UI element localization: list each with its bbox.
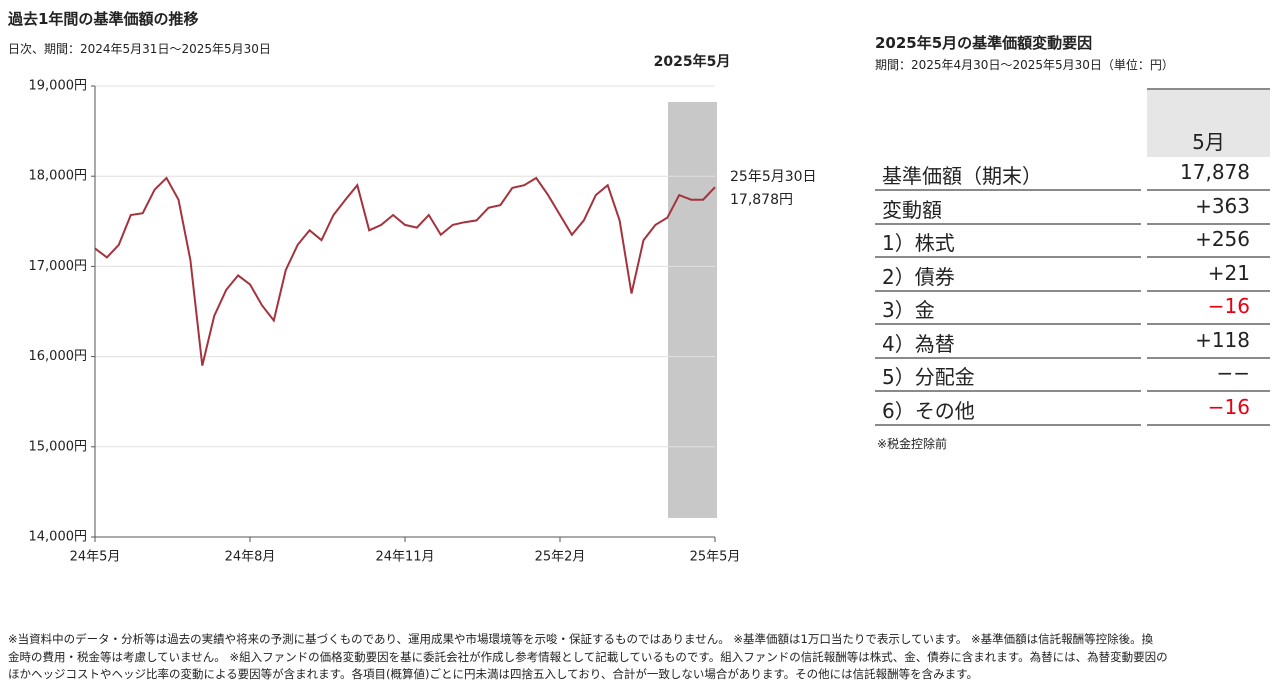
chart: 2025年5月 25年5月30日 17,878円 14,000円 15,000円 1… xyxy=(29,53,817,565)
row-rule xyxy=(875,256,1141,258)
annotation: 25年5月30日 xyxy=(730,169,817,185)
chart-subtitle: 日次、期間：2024年5月31日～2025年5月30日 xyxy=(8,42,271,56)
y-tick-label: 15,000円 xyxy=(29,439,88,454)
table-row: 変動額 +363 xyxy=(875,192,1270,225)
chart-title: 過去1年間の基準価額の推移 xyxy=(8,10,199,28)
table-row: 6）その他 −16 xyxy=(875,393,1270,426)
row-value: +363 xyxy=(1195,193,1250,218)
line xyxy=(94,176,716,366)
y-tick-label: 17,000円 xyxy=(29,259,88,274)
row-label: 2）債券 xyxy=(882,264,955,289)
row-rule xyxy=(1147,256,1270,258)
footnote: ※当資料中のデータ・分析等は過去の実績や将来の予測に基づくものであり、運用成果や… xyxy=(8,632,1154,646)
highlight-label: 2025年5月 xyxy=(654,53,731,70)
highlight-band xyxy=(668,102,717,518)
row-label: 6）その他 xyxy=(882,398,975,423)
row-rule xyxy=(1147,289,1270,292)
table-note: ※税金控除前 xyxy=(877,437,948,451)
row-label: 変動額 xyxy=(882,197,942,222)
footnote: ほかヘッジコストやヘッジ比率の変動による要因等が含まれます。各項目(概算値)ごと… xyxy=(8,667,979,681)
column-header: 5月 xyxy=(1147,88,1270,157)
table-title: 2025年5月の基準価額変動要因 xyxy=(875,34,1093,52)
x-tick-label: 24年11月 xyxy=(375,550,434,565)
x-tick-label: 25年2月 xyxy=(535,550,586,565)
row-rule xyxy=(1147,323,1270,325)
annotation: 17,878円 xyxy=(730,192,793,208)
table-subtitle: 期間：2025年4月30日～2025年5月30日（単位：円） xyxy=(875,58,1174,72)
row-rule xyxy=(1147,390,1270,392)
row-label: 1）株式 xyxy=(882,231,955,255)
row-value: +21 xyxy=(1207,260,1250,285)
row-rule xyxy=(875,289,1141,292)
row-rule xyxy=(875,323,1141,325)
y-tick-label: 14,000円 xyxy=(29,530,88,545)
y-tick-label: 16,000円 xyxy=(29,349,88,364)
table-row: 3）金 −16 xyxy=(875,292,1270,325)
row-rule xyxy=(1147,423,1270,426)
row-value: 17,878 xyxy=(1180,160,1250,184)
column-label: 5月 xyxy=(1192,130,1225,154)
x-tick-label: 24年5月 xyxy=(70,550,121,565)
table-row: 1）株式 +256 xyxy=(875,225,1270,258)
x-tick-label: 24年8月 xyxy=(225,550,276,565)
row-label: 3）金 xyxy=(882,298,935,322)
table-row: 2）債券 +21 xyxy=(875,259,1270,292)
x-tick-label: 25年5月 xyxy=(690,550,741,565)
y-tick-label: 18,000円 xyxy=(29,169,88,184)
row-rule xyxy=(875,189,1141,191)
row-rule xyxy=(875,222,1141,225)
row-rule xyxy=(875,356,1141,359)
row-value: +256 xyxy=(1195,227,1250,251)
row-label: 基準価額（期末） xyxy=(882,164,1042,188)
y-tick-label: 19,000円 xyxy=(29,79,88,94)
row-rule xyxy=(875,390,1141,392)
row-value: −16 xyxy=(1207,394,1250,419)
row-rule xyxy=(1147,222,1270,225)
row-value: −16 xyxy=(1207,294,1250,318)
row-rule xyxy=(1147,189,1270,191)
row-value: −− xyxy=(1216,361,1250,385)
row-rule xyxy=(1147,356,1270,359)
row-label: 5）分配金 xyxy=(882,365,975,389)
row-value: +118 xyxy=(1195,327,1250,352)
table-row: 基準価額（期末） 17,878 xyxy=(875,158,1270,191)
table-row: 4）為替 +118 xyxy=(875,326,1270,359)
row-label: 4）為替 xyxy=(882,331,955,356)
footnote: 金時の費用・税金等は考慮していません。 ※組入ファンドの価格変動要因を基に委託会… xyxy=(8,649,1168,664)
row-rule xyxy=(875,423,1141,426)
table-row: 5）分配金 −− xyxy=(875,359,1270,392)
